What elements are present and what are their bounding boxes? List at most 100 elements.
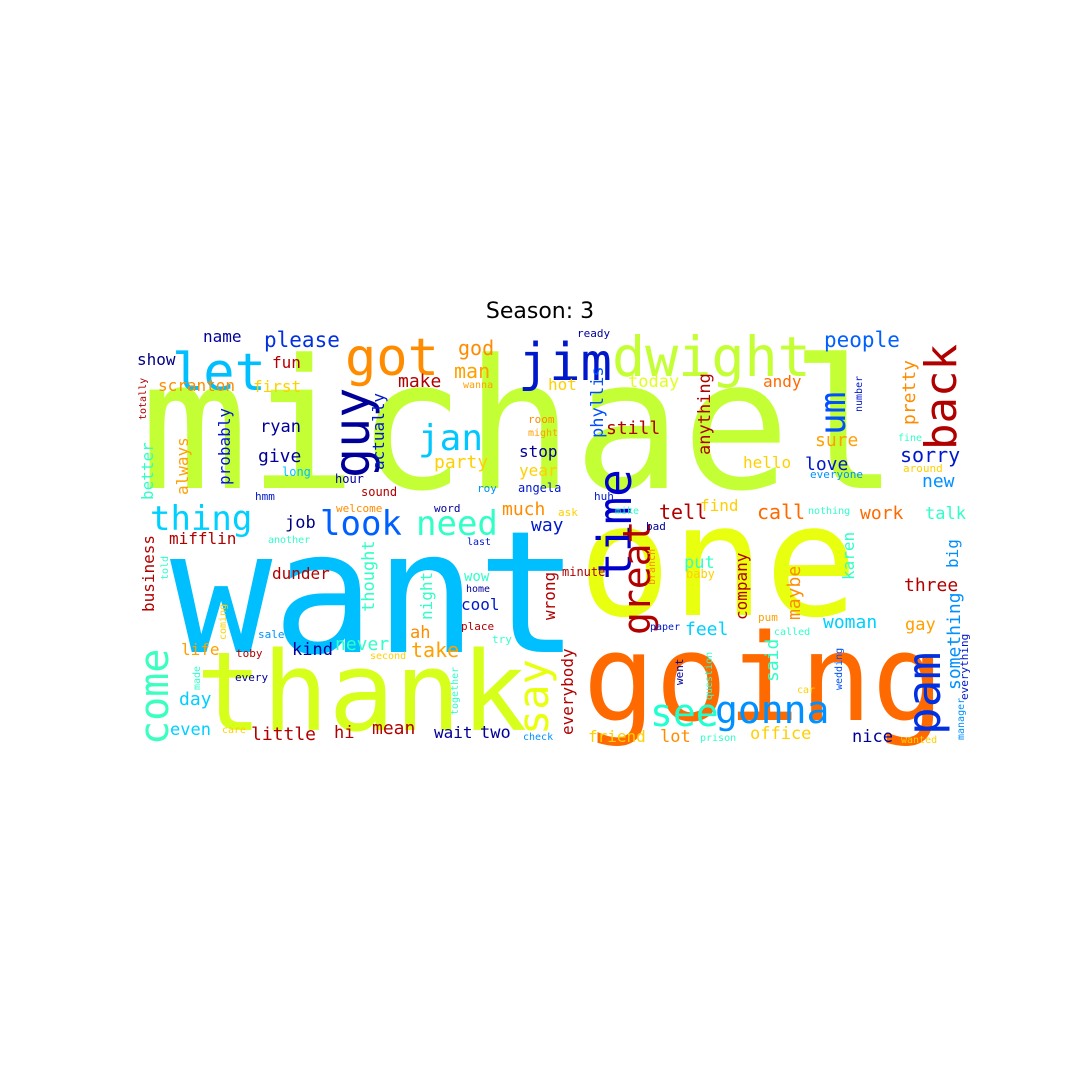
cloud-word: gonna [715,688,829,732]
cloud-word: check [523,732,553,743]
cloud-word: three [904,575,958,596]
cloud-word: time [588,469,642,580]
cloud-word: something [944,592,965,690]
cloud-word: anything [695,373,715,455]
cloud-word: come [132,649,178,745]
cloud-word: cool [461,595,500,614]
cloud-word: people [824,328,900,352]
cloud-word: work [860,503,904,524]
cloud-word: night [417,572,436,620]
cloud-word: branch [647,549,658,585]
cloud-word: car [797,685,815,696]
cloud-word: manager [956,698,967,740]
cloud-word: place [461,620,494,633]
cloud-word: huh [594,490,614,503]
cloud-word: pam [897,652,951,735]
cloud-word: went [673,659,686,686]
cloud-word: let [172,343,266,403]
cloud-word: sure [815,430,858,451]
cloud-word: hmm [255,490,275,503]
cloud-word: wedding [834,648,845,690]
cloud-word: guy [323,388,381,478]
cloud-word: want [170,495,579,693]
cloud-word: kind [292,640,333,660]
cloud-word: business [139,535,158,612]
cloud-word: going [583,610,944,749]
cloud-word: roy [477,482,497,495]
cloud-word: actually [369,393,388,470]
cloud-word: one [578,471,858,652]
cloud-word: never [335,634,389,655]
cloud-word: thought [359,540,379,612]
cloud-word: even [170,720,211,740]
cloud-word: minute [562,565,605,579]
cloud-word: bad [646,520,666,533]
cloud-word: hour [335,472,364,486]
cloud-word: look [320,504,402,544]
cloud-word: love [805,454,848,475]
cloud-word: stop [519,442,558,461]
cloud-word: fun [272,353,301,372]
cloud-word: see [650,691,719,735]
cloud-word: prison [700,733,736,744]
cloud-word: office [750,724,811,744]
cloud-word: mike [615,506,639,517]
cloud-word: take [411,638,459,662]
cloud-word: better [138,442,157,500]
cloud-word: got [345,328,439,388]
cloud-word: karen [839,532,858,580]
cloud-word: job [285,513,316,533]
cloud-word: care [222,725,246,736]
cloud-word: much [502,499,545,520]
cloud-word: dunder [272,564,330,583]
cloud-word: wait [434,723,473,742]
cloud-word: thank [196,628,527,756]
cloud-word: ah [410,623,430,643]
cloud-word: totally [138,378,149,420]
cloud-word: show [137,350,176,369]
cloud-word: sale [258,628,285,641]
cloud-word: call [757,500,805,524]
cloud-word: jim [518,333,612,393]
cloud-word: scranton [158,376,235,395]
cloud-word: feel [685,619,728,640]
cloud-word: ready [577,327,610,340]
cloud-word: please [264,328,340,352]
cloud-word: gay [905,615,936,635]
cloud-word: friend [588,727,646,746]
cloud-word: big [943,539,962,568]
cloud-word: two [480,723,511,743]
cloud-word: wanna [463,380,493,391]
cloud-word: coming [218,604,229,640]
cloud-word: wow [464,569,490,585]
cloud-word: last [467,537,491,548]
cloud-word: talk [925,504,966,524]
cloud-word: give [258,446,301,467]
cloud-word: hello [743,453,791,472]
cloud-word: back [916,344,967,450]
cloud-word: long [282,465,311,479]
cloud-word: called [774,627,810,638]
cloud-word: nice [852,727,893,747]
cloud-word: man [454,359,490,383]
cloud-word: everything [958,634,971,700]
cloud-word: pretty [899,360,920,425]
cloud-word: still [606,418,660,439]
cloud-word: try [492,633,512,646]
cloud-word: year [519,461,558,480]
cloud-word: new [922,471,955,492]
cloud-word: name [203,327,242,346]
cloud-word: jan [418,418,483,459]
cloud-word: home [466,584,490,595]
cloud-word: dwight [612,325,811,389]
cloud-word: second [370,651,406,662]
cloud-word: day [179,689,212,710]
cloud-word: everybody [558,648,577,735]
cloud-word: company [732,552,751,620]
cloud-word: wrong [540,572,559,620]
cloud-word: need [416,504,498,544]
cloud-word: another [268,535,310,546]
cloud-word: baby [686,567,715,581]
cloud-word: wanted [901,735,937,746]
